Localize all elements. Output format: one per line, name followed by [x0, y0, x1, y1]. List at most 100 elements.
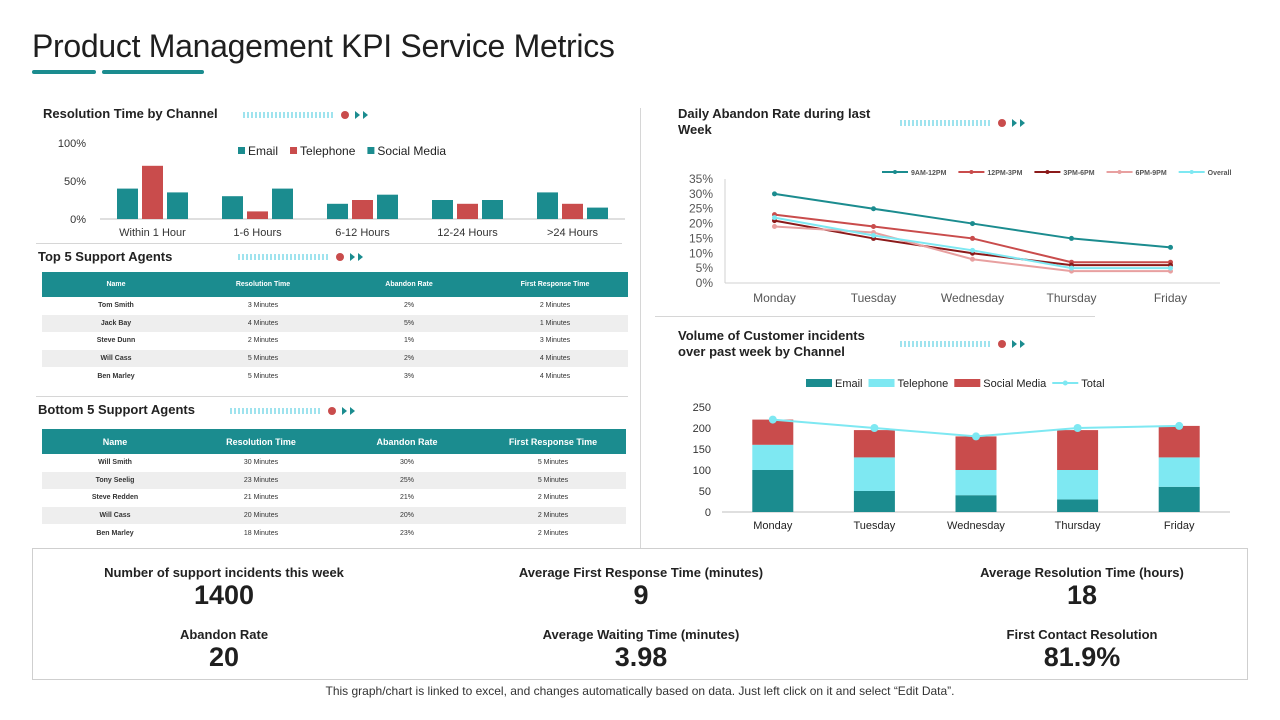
first-response-time: 2 Minutes [537, 529, 569, 537]
bar-telephone [1158, 457, 1200, 487]
y-tick-label: 35% [689, 172, 713, 186]
kpi-value: 18 [1066, 580, 1098, 610]
bar-telephone [562, 203, 583, 219]
bar-email [1057, 499, 1099, 512]
abandon-rate: 2% [336, 349, 482, 368]
table-row: Will Cass 20 Minutes 20% 2 Minutes [42, 506, 626, 525]
kpi-incidents: Number of support incidents this week 14… [44, 565, 404, 610]
table-row: Jack Bay 4 Minutes 5% 1 Minutes [42, 314, 628, 333]
y-tick-label: 30% [689, 187, 713, 201]
agent-name: Will Cass [42, 506, 188, 525]
x-tick-label: 1-6 Hours [233, 227, 282, 239]
legend-swatch [290, 147, 298, 154]
kpi-first-response: Average First Response Time (minutes) 9 [461, 565, 821, 610]
agent-name: Tom Smith [98, 302, 134, 310]
abandon-rate: 2% [403, 302, 415, 310]
resolution-time: 2 Minutes [247, 337, 279, 345]
total-point [1073, 424, 1082, 432]
footer-note: This graph/chart is linked to excel, and… [325, 684, 955, 698]
legend-label: Email [835, 378, 863, 390]
first-response-time: 2 Minutes [537, 494, 569, 502]
y-tick-label: 5% [696, 261, 714, 275]
abandon-rate: 5% [336, 314, 482, 333]
first-response-time: 2 Minutes [480, 506, 626, 525]
incidents-chart: Email Telephone Social Media Total 0 50 100 15… [693, 378, 1230, 532]
kpi-value: 1400 [193, 580, 255, 610]
resolution-time: 23 Minutes [188, 471, 334, 490]
resolution-time: 3 Minutes [247, 302, 279, 310]
resolution-time: 18 Minutes [243, 529, 279, 537]
kpi-abandon-rate: Abandon Rate 20 [44, 627, 404, 672]
col-resolution-header: Resolution Time [190, 272, 336, 297]
agent-name: Steve Dunn [96, 337, 136, 345]
data-point [871, 224, 876, 230]
legend-swatch [367, 147, 375, 154]
section-decoration [230, 405, 355, 417]
divider-right-1 [655, 316, 1095, 317]
data-point [772, 215, 777, 221]
bar-telephone [457, 203, 478, 219]
kpi-first-contact: First Contact Resolution 81.9% [902, 627, 1262, 672]
data-point [1069, 235, 1074, 241]
abandon-y-axis: 0%5%10%15%20%25%30%35% [689, 172, 1220, 290]
bar-social-media [955, 436, 997, 470]
legend-label: Overall [1208, 170, 1232, 177]
col-name-header: Name [42, 429, 188, 454]
first-response-time: 3 Minutes [539, 337, 571, 345]
y-tick-label: 20% [689, 217, 713, 231]
x-tick-label: 12-24 Hours [437, 227, 498, 239]
table-row: Tony Seelig 23 Minutes 25% 5 Minutes [42, 471, 626, 490]
bar-social-media [853, 430, 895, 458]
bottom5-title: Bottom 5 Support Agents [38, 402, 195, 417]
first-response-time: 4 Minutes [539, 372, 571, 380]
kpi-label: Average First Response Time (minutes) [518, 565, 764, 580]
col-first-response-header: First Response Time [482, 272, 628, 297]
x-tick-label: Friday [1154, 291, 1187, 305]
bar-social-media [1057, 430, 1099, 470]
y-tick-label: 0% [696, 276, 714, 290]
legend-marker [893, 170, 897, 174]
resolution-bars [117, 165, 608, 219]
data-point [871, 232, 876, 238]
kpi-value: 20 [208, 642, 240, 672]
abandon-rate: 25% [334, 471, 480, 490]
incidents-x-axis: Monday Tuesday Wednesday Thursday Friday [753, 520, 1195, 532]
y-tick-label: 100% [58, 138, 86, 150]
title-underline-left [32, 70, 96, 74]
x-tick-label: Wednesday [941, 291, 1004, 305]
data-point [772, 191, 777, 197]
bar-email [853, 491, 895, 512]
incidents-total-line [768, 415, 1184, 441]
kpi-label: Number of support incidents this week [104, 565, 344, 580]
x-tick-label: Monday [753, 291, 796, 305]
abandon-lines [772, 191, 1173, 274]
resolution-legend: Email Telephone Social Media [238, 144, 446, 158]
total-point [870, 424, 879, 432]
abandon-rate: 3% [403, 372, 415, 380]
y-tick-label: 0 [705, 507, 711, 519]
resolution-time: 21 Minutes [243, 494, 279, 502]
agent-name: Jack Bay [42, 314, 190, 333]
data-point [970, 256, 975, 262]
total-point [768, 415, 777, 424]
title-underline-right [102, 70, 204, 74]
legend-marker [1117, 170, 1122, 174]
resolution-time: 30 Minutes [243, 459, 279, 467]
legend-marker [1045, 170, 1050, 174]
abandon-rate: 23% [399, 529, 414, 537]
kpi-label: Average Resolution Time (hours) [980, 565, 1184, 580]
abandon-rate: 20% [334, 506, 480, 525]
bar-telephone [247, 211, 268, 219]
y-tick-label: 25% [689, 202, 713, 216]
bar-social-media [272, 188, 293, 219]
legend-swatch [238, 147, 245, 154]
data-point [772, 224, 777, 230]
total-point [1175, 421, 1184, 430]
divider-left-2 [36, 396, 628, 397]
abandon-rate: 1% [403, 337, 415, 345]
legend-swatch [806, 379, 832, 387]
data-point [970, 235, 975, 241]
y-tick-label: 50 [699, 486, 711, 498]
agent-name: Ben Marley [96, 529, 134, 537]
resolution-time: 20 Minutes [188, 506, 334, 525]
